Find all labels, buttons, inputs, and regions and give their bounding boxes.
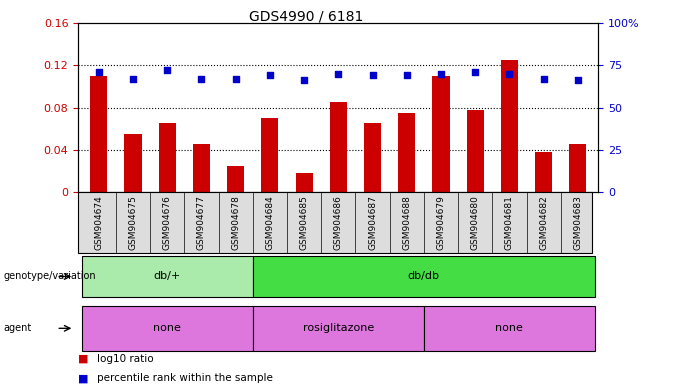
Point [93, 69, 104, 75]
Text: GSM904675: GSM904675 [129, 195, 137, 250]
Point [333, 71, 343, 77]
Point [367, 72, 378, 78]
Text: GSM904677: GSM904677 [197, 195, 206, 250]
Text: none: none [153, 323, 181, 333]
Bar [158, 123, 175, 192]
Bar [424, 306, 595, 351]
Bar [90, 76, 107, 192]
Bar [364, 123, 381, 192]
Bar [569, 144, 586, 192]
Text: GSM904678: GSM904678 [231, 195, 240, 250]
Text: genotype/variation: genotype/variation [3, 271, 96, 281]
Point [573, 78, 583, 84]
Text: GSM904685: GSM904685 [300, 195, 309, 250]
Bar [432, 76, 449, 192]
Point [504, 71, 515, 77]
Text: GSM904679: GSM904679 [437, 195, 445, 250]
Text: none: none [496, 323, 524, 333]
Point [231, 76, 241, 82]
Point [470, 69, 481, 75]
Text: GSM904674: GSM904674 [95, 195, 103, 250]
Point [435, 71, 446, 77]
Text: GSM904680: GSM904680 [471, 195, 479, 250]
Bar [253, 306, 424, 351]
Point [265, 72, 275, 78]
Point [128, 76, 139, 82]
Text: GDS4990 / 6181: GDS4990 / 6181 [249, 10, 363, 23]
Bar [193, 144, 210, 192]
Bar [261, 118, 278, 192]
Text: GSM904681: GSM904681 [505, 195, 514, 250]
Point [196, 76, 207, 82]
Bar [82, 306, 253, 351]
Text: GSM904684: GSM904684 [265, 195, 274, 250]
Text: percentile rank within the sample: percentile rank within the sample [97, 373, 273, 383]
Text: GSM904676: GSM904676 [163, 195, 171, 250]
Bar [227, 166, 244, 192]
Text: db/db: db/db [408, 271, 440, 281]
Text: log10 ratio: log10 ratio [97, 354, 154, 364]
Text: ■: ■ [78, 373, 88, 383]
Point [162, 67, 173, 73]
Bar [466, 110, 483, 192]
Bar [501, 60, 518, 192]
Bar [398, 113, 415, 192]
Point [401, 72, 412, 78]
Bar [253, 256, 595, 297]
Text: db/+: db/+ [154, 271, 181, 281]
Text: GSM904683: GSM904683 [573, 195, 582, 250]
Text: GSM904687: GSM904687 [368, 195, 377, 250]
Bar [296, 173, 313, 192]
Point [299, 78, 309, 84]
Bar [330, 102, 347, 192]
Text: GSM904688: GSM904688 [403, 195, 411, 250]
Text: rosiglitazone: rosiglitazone [303, 323, 374, 333]
Bar [82, 256, 253, 297]
Bar [535, 152, 552, 192]
Text: agent: agent [3, 323, 32, 333]
Text: ■: ■ [78, 354, 88, 364]
Bar [124, 134, 141, 192]
Text: GSM904682: GSM904682 [539, 195, 548, 250]
Text: GSM904686: GSM904686 [334, 195, 343, 250]
Point [538, 76, 549, 82]
